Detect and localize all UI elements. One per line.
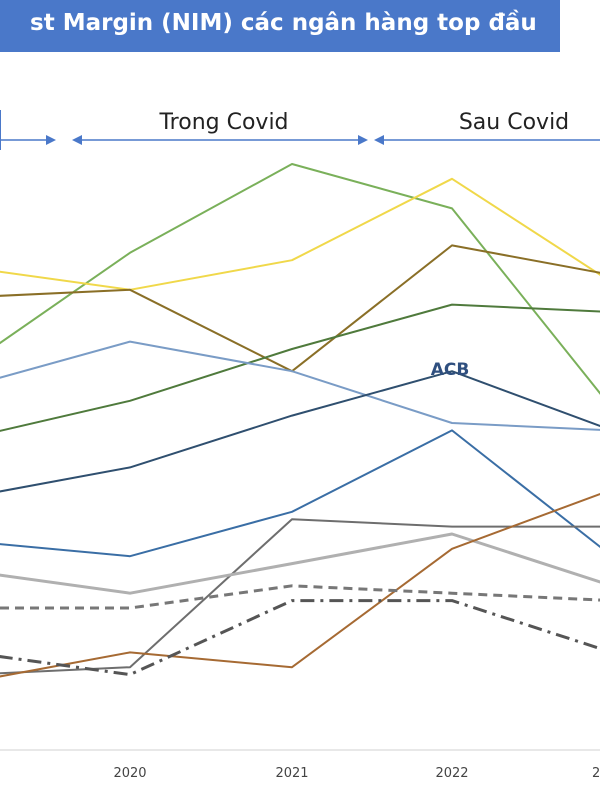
x-tick-label: 2020 — [113, 766, 146, 781]
title-bar: st Margin (NIM) các ngân hàng top đầu — [0, 0, 560, 52]
x-tick-label: 2021 — [275, 766, 308, 781]
series-line-8 — [0, 518, 600, 675]
period-label-after-covid: Sau Covid — [459, 110, 569, 135]
x-tick-label: 2 — [592, 766, 600, 781]
series-layer — [0, 163, 600, 678]
x-tick-label: 2022 — [435, 766, 468, 781]
series-line-10 — [0, 492, 600, 678]
series-line-9 — [0, 532, 600, 595]
series-line-6 — [0, 370, 600, 493]
series-line-5 — [0, 340, 600, 431]
series-line-11 — [0, 584, 600, 610]
annotation-acb: ACB — [431, 360, 470, 380]
series-line-12 — [0, 599, 600, 677]
series-line-4 — [0, 303, 600, 432]
period-label-during-covid: Trong Covid — [158, 110, 288, 135]
series-line-7 — [0, 429, 600, 558]
chart-title: st Margin (NIM) các ngân hàng top đầu — [30, 10, 537, 36]
series-line-2 — [0, 177, 600, 291]
series-line-1 — [0, 163, 600, 395]
x-tick-layer: 2020 2021 2022 2 — [113, 766, 600, 781]
